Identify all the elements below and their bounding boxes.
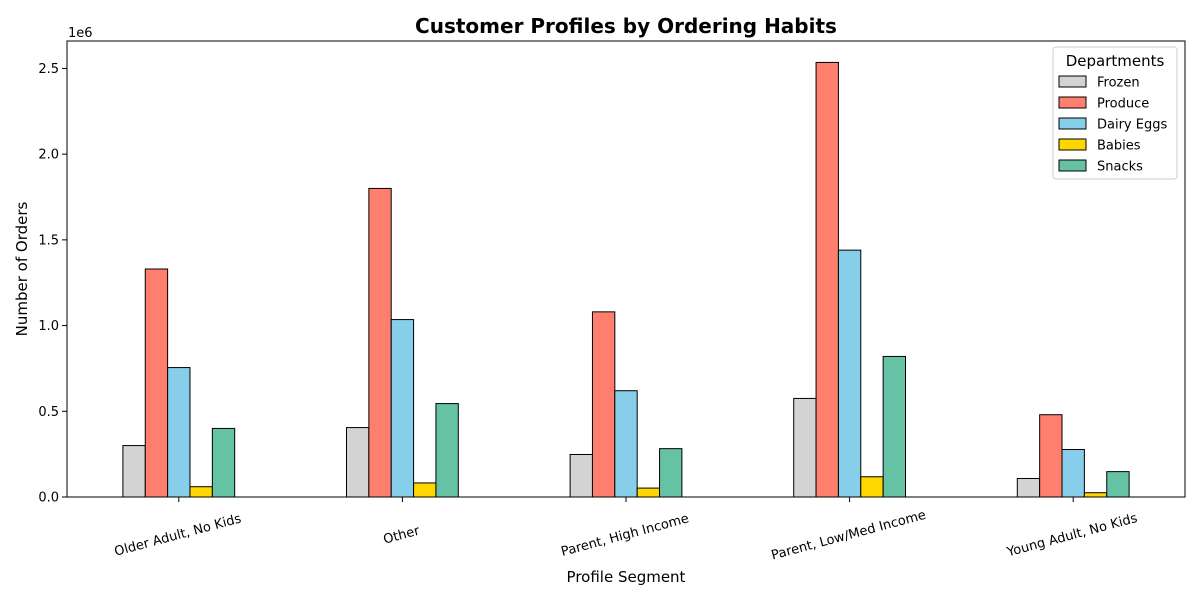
legend-swatch bbox=[1058, 96, 1087, 109]
legend-swatch bbox=[1058, 138, 1087, 151]
bar-dairy-eggs bbox=[167, 367, 191, 498]
y-tick-label: 1.0 bbox=[38, 319, 59, 334]
x-tick-label: Parent, Low/Med Income bbox=[770, 508, 928, 564]
legend-swatch bbox=[1058, 117, 1087, 130]
bar-frozen bbox=[569, 453, 593, 498]
bars-group bbox=[122, 61, 1130, 498]
legend-swatch bbox=[1058, 159, 1087, 172]
bar-produce bbox=[815, 61, 839, 498]
bar-dairy-eggs bbox=[614, 390, 638, 498]
bar-snacks bbox=[1106, 471, 1130, 498]
bar-frozen bbox=[1016, 477, 1041, 498]
y-tick-label: 1.5 bbox=[38, 233, 59, 248]
bar-dairy-eggs bbox=[837, 249, 862, 498]
y-tick-label: 0.5 bbox=[38, 405, 59, 420]
x-tick-label: Parent, High Income bbox=[560, 511, 691, 560]
bar-dairy-eggs bbox=[390, 319, 415, 498]
bar-snacks bbox=[435, 403, 459, 498]
bar-frozen bbox=[346, 427, 370, 498]
y-axis-ticks: 0.0 0.5 1.0 1.5 2.0 2.5 bbox=[38, 62, 67, 506]
legend-entry-label: Dairy Eggs bbox=[1097, 118, 1167, 133]
x-axis-label: Profile Segment bbox=[567, 568, 686, 586]
bar-babies bbox=[189, 486, 213, 498]
x-tick-label: Older Adult, No Kids bbox=[113, 511, 243, 559]
y-offset-label: 1e6 bbox=[68, 26, 93, 41]
bar-snacks bbox=[882, 355, 907, 498]
bar-dairy-eggs bbox=[1061, 449, 1085, 498]
y-tick-label: 2.0 bbox=[38, 148, 59, 163]
legend-entry-label: Frozen bbox=[1097, 76, 1140, 91]
bar-frozen bbox=[122, 445, 146, 498]
legend-title: Departments bbox=[1066, 52, 1165, 70]
bar-babies bbox=[413, 482, 437, 498]
legend-swatch bbox=[1058, 75, 1087, 88]
bar-babies bbox=[636, 487, 661, 498]
x-tick-label: Other bbox=[382, 523, 422, 547]
y-tick-label: 2.5 bbox=[38, 62, 59, 77]
legend-entry-label: Produce bbox=[1097, 97, 1149, 112]
bar-babies bbox=[1083, 492, 1108, 498]
bar-produce bbox=[591, 311, 616, 498]
y-tick-label: 0.0 bbox=[38, 491, 59, 506]
bar-babies bbox=[860, 476, 884, 498]
plot-frame bbox=[66, 40, 1186, 498]
chart-title: Customer Profiles by Ordering Habits bbox=[415, 14, 837, 38]
legend-items: Frozen Produce Dairy Eggs Babies Snacks bbox=[1058, 75, 1167, 175]
legend-entry-label: Snacks bbox=[1097, 160, 1143, 175]
y-axis-label: Number of Orders bbox=[13, 201, 31, 336]
x-tick-label: Young Adult, No Kids bbox=[1005, 511, 1140, 561]
legend-entry-label: Babies bbox=[1097, 139, 1141, 154]
legend: Departments Frozen Produce Dairy Eggs Babie… bbox=[1052, 46, 1178, 180]
bar-frozen bbox=[793, 397, 817, 498]
bar-snacks bbox=[211, 427, 236, 498]
x-axis-ticks: Older Adult, No Kids Other Parent, High In… bbox=[113, 497, 1139, 563]
bar-snacks bbox=[659, 448, 683, 498]
bar-produce bbox=[144, 268, 169, 498]
bar-produce bbox=[1039, 414, 1063, 498]
bar-produce bbox=[368, 187, 392, 498]
